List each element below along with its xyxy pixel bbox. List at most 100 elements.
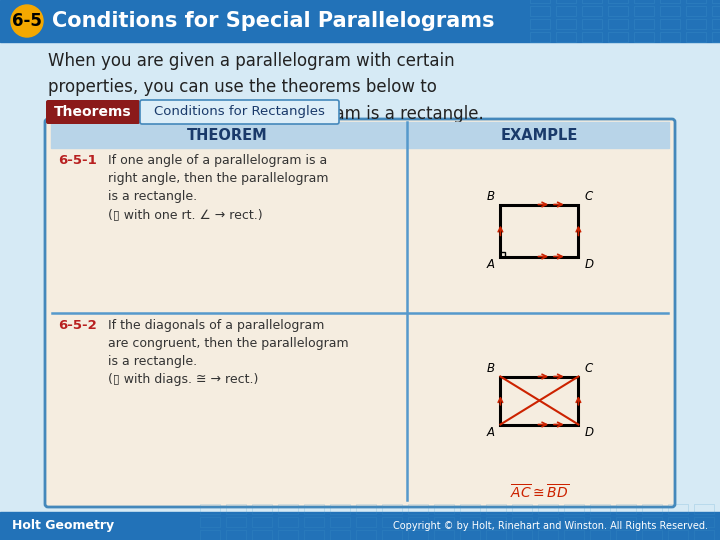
Bar	[408, 517, 428, 527]
Bar	[304, 504, 324, 514]
Bar	[564, 530, 584, 540]
Bar	[668, 517, 688, 527]
Bar	[0, 512, 720, 540]
Text: B: B	[487, 191, 495, 204]
Bar	[590, 530, 610, 540]
Bar	[382, 530, 402, 540]
Bar	[660, 19, 680, 29]
Bar	[582, 19, 602, 29]
Bar	[200, 530, 220, 540]
Text: If the diagonals of a parallelogram
are congruent, then the parallelogram
is a r: If the diagonals of a parallelogram are …	[108, 319, 348, 386]
Text: $\overline{AC} \cong \overline{BD}$: $\overline{AC} \cong \overline{BD}$	[510, 483, 569, 501]
Bar	[226, 504, 246, 514]
Bar	[226, 530, 246, 540]
Bar	[330, 504, 350, 514]
Bar	[590, 517, 610, 527]
Text: D: D	[585, 426, 593, 438]
Bar	[252, 504, 272, 514]
Bar	[582, 6, 602, 16]
Bar	[538, 530, 558, 540]
Bar	[304, 530, 324, 540]
Bar	[686, 32, 706, 42]
Bar	[712, 6, 720, 16]
Bar	[200, 517, 220, 527]
Bar	[530, 32, 550, 42]
Bar	[712, 32, 720, 42]
Bar	[460, 530, 480, 540]
Bar	[556, 19, 576, 29]
Bar	[330, 517, 350, 527]
Bar	[694, 517, 714, 527]
Bar	[434, 530, 454, 540]
Bar	[694, 504, 714, 514]
Bar	[0, 0, 720, 42]
Bar	[434, 504, 454, 514]
Bar	[408, 504, 428, 514]
Bar	[660, 6, 680, 16]
Bar	[278, 517, 298, 527]
Bar	[512, 517, 532, 527]
Bar	[712, 19, 720, 29]
Bar	[200, 504, 220, 514]
Bar	[486, 517, 506, 527]
Text: Theorems: Theorems	[54, 105, 132, 119]
Bar	[512, 504, 532, 514]
Bar	[356, 517, 376, 527]
Bar	[642, 517, 662, 527]
Bar	[686, 19, 706, 29]
Bar	[556, 6, 576, 16]
Bar	[530, 19, 550, 29]
FancyBboxPatch shape	[140, 100, 339, 124]
Bar	[686, 6, 706, 16]
Bar	[530, 0, 550, 3]
Bar	[252, 517, 272, 527]
Bar	[530, 6, 550, 16]
Text: 6-5-1: 6-5-1	[58, 154, 96, 167]
Text: Copyright © by Holt, Rinehart and Winston. All Rights Reserved.: Copyright © by Holt, Rinehart and Winsto…	[393, 521, 708, 531]
Bar	[564, 504, 584, 514]
Text: THEOREM: THEOREM	[187, 127, 268, 143]
Bar	[278, 530, 298, 540]
Bar	[694, 530, 714, 540]
Bar	[356, 504, 376, 514]
Text: D: D	[585, 258, 593, 271]
Text: A: A	[487, 258, 495, 271]
Bar	[616, 530, 636, 540]
FancyBboxPatch shape	[45, 119, 675, 507]
Bar	[382, 504, 402, 514]
Bar	[512, 530, 532, 540]
Bar	[486, 504, 506, 514]
Bar	[642, 504, 662, 514]
Bar	[608, 19, 628, 29]
Text: 6-5: 6-5	[12, 12, 42, 30]
Bar	[51, 122, 669, 148]
Bar	[608, 0, 628, 3]
Text: B: B	[487, 362, 495, 375]
Text: C: C	[585, 191, 593, 204]
Bar	[634, 6, 654, 16]
Text: Conditions for Special Parallelograms: Conditions for Special Parallelograms	[52, 11, 495, 31]
Bar	[252, 530, 272, 540]
Bar	[668, 504, 688, 514]
Text: Conditions for Rectangles: Conditions for Rectangles	[154, 105, 325, 118]
Bar	[582, 0, 602, 3]
Bar	[408, 530, 428, 540]
Bar	[500, 376, 578, 424]
Bar	[304, 517, 324, 527]
Bar	[226, 517, 246, 527]
FancyBboxPatch shape	[46, 100, 140, 124]
Bar	[582, 32, 602, 42]
Bar	[660, 32, 680, 42]
Bar	[686, 0, 706, 3]
Bar	[660, 0, 680, 3]
Bar	[634, 32, 654, 42]
Text: A: A	[487, 426, 495, 438]
Bar	[330, 530, 350, 540]
Bar	[642, 530, 662, 540]
Circle shape	[11, 5, 43, 37]
Bar	[500, 205, 578, 256]
Text: EXAMPLE: EXAMPLE	[500, 127, 578, 143]
Bar	[486, 530, 506, 540]
Bar	[590, 504, 610, 514]
Bar	[616, 517, 636, 527]
